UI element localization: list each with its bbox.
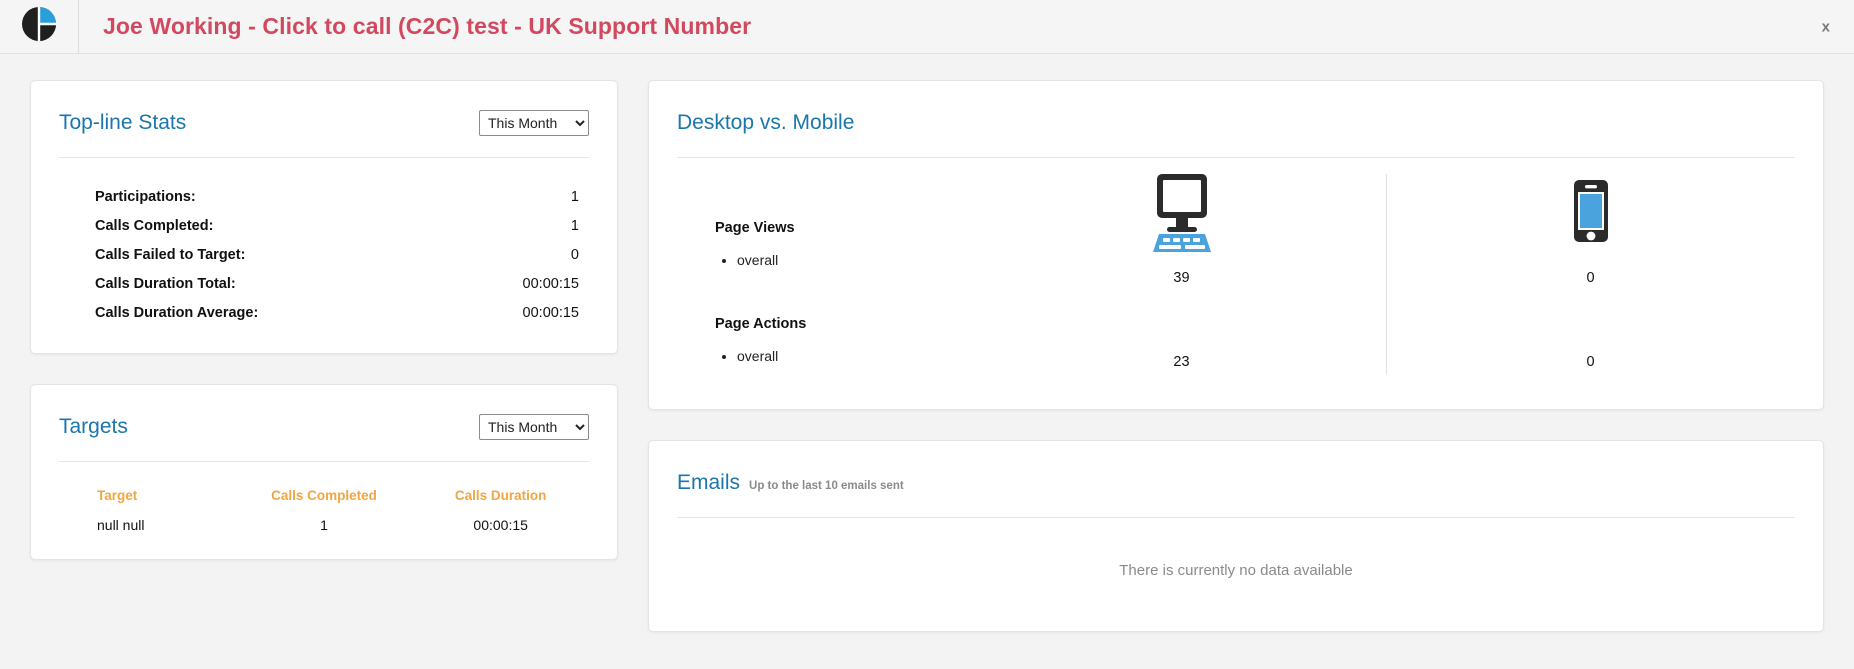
stat-label: Calls Duration Total: (95, 275, 236, 292)
targets-period-select[interactable]: This Month (479, 414, 589, 440)
emails-header: Emails Up to the last 10 emails sent (677, 463, 1795, 503)
stat-value: 0 (570, 246, 579, 263)
cell-calls-duration: 00:00:15 (473, 517, 528, 533)
pie-chart-logo-icon (20, 5, 58, 48)
stat-value: 1 (570, 217, 579, 234)
targets-table: Target Calls Completed Calls Duration nu… (59, 488, 589, 533)
metric-group-title: Page Views (715, 220, 795, 236)
page-title: Joe Working - Click to call (C2C) test -… (103, 13, 752, 39)
top-line-stats-list: Participations: 1 Calls Completed: 1 Cal… (59, 182, 589, 327)
column-header-calls-duration: Calls Duration (454, 488, 547, 503)
stat-label: Calls Failed to Target: (95, 246, 246, 263)
stat-row: Participations: 1 (95, 182, 579, 211)
emails-empty-message: There is currently no data available (1119, 562, 1353, 579)
close-icon[interactable]: x (1821, 18, 1830, 35)
left-column: Top-line Stats This Month Participations… (30, 80, 618, 560)
emails-subtitle: Up to the last 10 emails sent (749, 480, 904, 492)
divider (677, 517, 1795, 518)
stat-row: Calls Duration Average: 00:00:15 (95, 298, 579, 327)
stat-row: Calls Duration Total: 00:00:15 (95, 269, 579, 298)
top-bar: Joe Working - Click to call (C2C) test -… (0, 0, 1854, 54)
dashboard-body: Top-line Stats This Month Participations… (0, 54, 1854, 632)
table-header-row: Target Calls Completed Calls Duration (59, 488, 589, 512)
metric-bullet: overall (737, 348, 977, 364)
mobile-column: 0 0 (1386, 168, 1795, 383)
divider (59, 461, 589, 462)
desktop-vs-mobile-panel: Desktop vs. Mobile Page Views overall Pa… (648, 80, 1824, 410)
stat-row: Calls Completed: 1 (95, 211, 579, 240)
mobile-page-views-value: 0 (1586, 270, 1595, 286)
desktop-vs-mobile-title: Desktop vs. Mobile (677, 111, 855, 134)
metric-bullet: overall (737, 252, 977, 268)
column-header-target: Target (97, 488, 138, 503)
targets-title: Targets (59, 415, 128, 438)
mobile-phone-icon (1567, 168, 1615, 254)
emails-title-wrap: Emails Up to the last 10 emails sent (677, 471, 904, 495)
topbar-divider (78, 0, 79, 54)
desktop-computer-icon (1145, 168, 1219, 254)
app-logo (0, 0, 78, 54)
emails-title: Emails (677, 471, 741, 494)
desktop-vs-mobile-metric-labels: Page Views overall Page Actions overall (677, 168, 977, 383)
top-line-stats-panel: Top-line Stats This Month Participations… (30, 80, 618, 354)
divider (59, 157, 589, 158)
desktop-page-views-value: 39 (1173, 270, 1190, 286)
cell-target: null null (97, 517, 145, 533)
stat-row: Calls Failed to Target: 0 (95, 240, 579, 269)
desktop-vs-mobile-header: Desktop vs. Mobile (677, 103, 1795, 143)
top-line-stats-header: Top-line Stats This Month (59, 103, 589, 143)
stat-label: Calls Completed: (95, 217, 214, 234)
divider (677, 157, 1795, 158)
mobile-page-actions-value: 0 (1586, 354, 1595, 370)
column-header-calls-completed: Calls Completed (271, 488, 377, 503)
emails-panel: Emails Up to the last 10 emails sent The… (648, 440, 1824, 632)
targets-panel: Targets This Month Target Calls Complete… (30, 384, 618, 560)
top-line-stats-title: Top-line Stats (59, 111, 187, 134)
cell-calls-completed: 1 (320, 517, 328, 533)
table-row: null null 1 00:00:15 (59, 512, 589, 533)
top-line-stats-period-select[interactable]: This Month (479, 110, 589, 136)
desktop-column: 39 23 (977, 168, 1386, 383)
desktop-vs-mobile-body: Page Views overall Page Actions overall (677, 168, 1795, 383)
stat-value: 00:00:15 (522, 275, 579, 292)
stat-label: Calls Duration Average: (95, 304, 259, 321)
metric-group-title: Page Actions (715, 316, 807, 332)
stat-label: Participations: (95, 188, 196, 205)
stat-value: 00:00:15 (522, 304, 579, 321)
right-column: Desktop vs. Mobile Page Views overall Pa… (648, 80, 1824, 632)
stat-value: 1 (570, 188, 579, 205)
targets-header: Targets This Month (59, 407, 589, 447)
desktop-page-actions-value: 23 (1173, 354, 1190, 370)
